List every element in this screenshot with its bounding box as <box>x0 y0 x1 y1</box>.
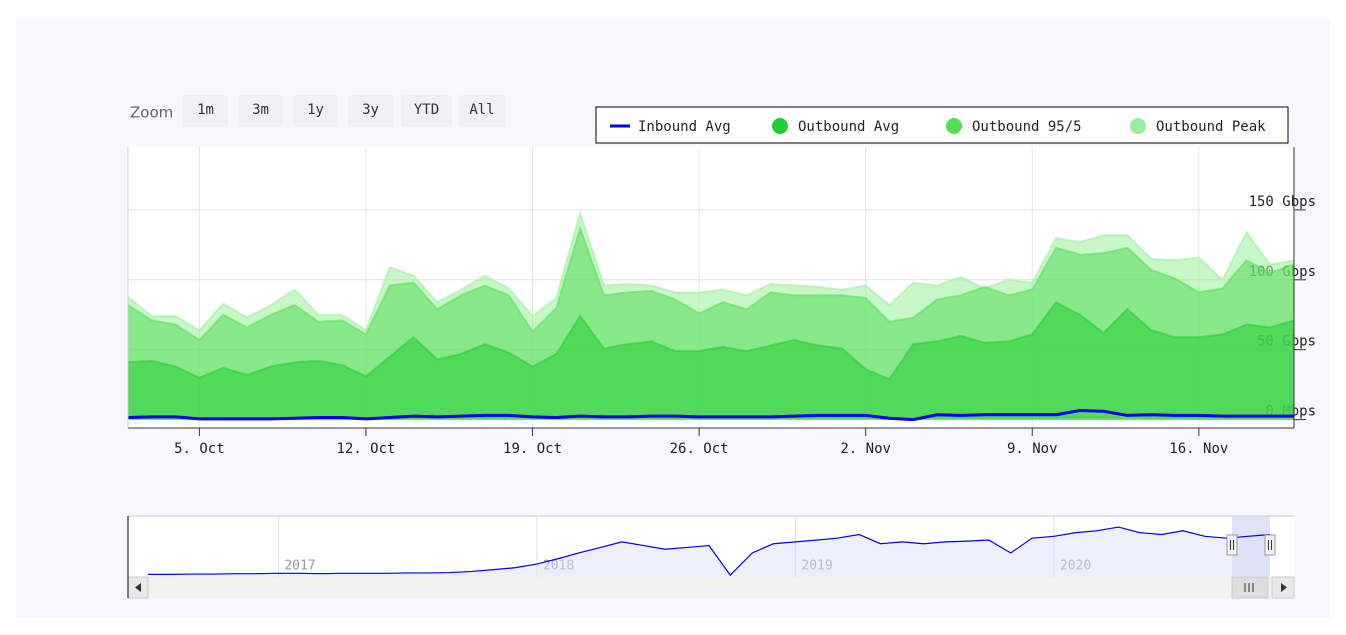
zoom-button[interactable] <box>459 95 505 127</box>
zoom-button-label[interactable]: All <box>469 102 494 118</box>
navigator-handle[interactable] <box>1226 534 1238 556</box>
zoom-button-label[interactable]: YTD <box>414 102 439 118</box>
area <box>128 302 1294 420</box>
scrollbar[interactable] <box>128 577 1294 598</box>
legend-label[interactable]: Outbound Avg <box>798 119 899 135</box>
legend-swatch <box>1130 118 1146 134</box>
line <box>127 409 1294 422</box>
zoom-button[interactable] <box>183 95 228 127</box>
thumb-grip <box>1244 583 1254 592</box>
navigator-handle[interactable] <box>1264 534 1276 556</box>
x-tick-label: 2. Nov <box>840 441 891 457</box>
zoom-button[interactable] <box>401 95 452 127</box>
x-tick-label: 12. Oct <box>336 441 395 457</box>
x-tick-label: 26. Oct <box>670 441 729 457</box>
zoom-button[interactable] <box>238 95 283 127</box>
zoom-button[interactable] <box>348 95 393 127</box>
zoom-label: Zoom <box>130 104 173 122</box>
handle-grip <box>1268 540 1272 550</box>
legend-swatch <box>772 118 788 134</box>
zoom-button-label[interactable]: 1m <box>197 102 214 118</box>
legend-label[interactable]: Outbound Peak <box>1156 119 1266 135</box>
legend-swatch <box>946 118 962 134</box>
area-line <box>127 300 1295 381</box>
x-tick-label: 5. Oct <box>174 441 225 457</box>
zoom-button[interactable] <box>293 95 338 127</box>
legend <box>595 106 1289 144</box>
legend-label[interactable]: Inbound Avg <box>638 119 731 135</box>
handle-grip <box>1230 540 1234 550</box>
x-tick-label: 16. Nov <box>1169 441 1228 457</box>
y-tick-label: 150 Gbps <box>1249 194 1316 210</box>
zoom-button-label[interactable]: 1y <box>307 102 324 118</box>
area-line <box>127 209 1295 332</box>
legend-label[interactable]: Outbound 95/5 <box>972 119 1082 135</box>
navigator-area <box>148 527 1270 577</box>
arrow-right <box>1281 583 1287 592</box>
x-tick-label: 19. Oct <box>503 441 562 457</box>
scroll-thumb[interactable] <box>1231 576 1269 599</box>
navigator-line <box>148 526 1271 577</box>
zoom-button-label[interactable]: 3y <box>362 102 379 118</box>
x-tick-label: 9. Nov <box>1007 441 1058 457</box>
arrow-left <box>135 583 141 592</box>
area-line <box>127 224 1295 342</box>
navigator-label: 2017 <box>284 559 315 574</box>
zoom-button-label[interactable]: 3m <box>252 102 269 118</box>
